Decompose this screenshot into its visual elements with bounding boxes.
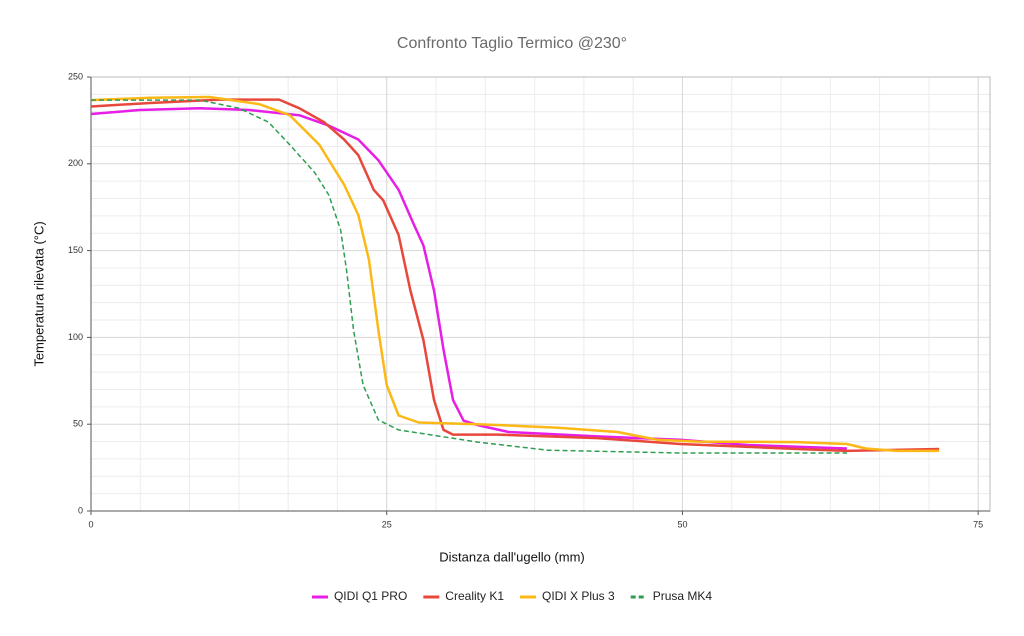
x-tick-label: 0 [88,519,93,529]
chart-title: Confronto Taglio Termico @230° [397,35,627,52]
series-line [90,95,940,453]
y-tick-label: 100 [68,332,83,342]
y-tick-label: 250 [68,71,83,81]
y-tick-label: 200 [68,158,83,168]
legend-label: QIDI X Plus 3 [542,589,615,603]
x-tick-label: 50 [677,519,687,529]
y-tick-label: 50 [73,419,83,429]
series-line [91,99,847,454]
y-tick-label: 150 [68,245,83,255]
series-line [90,98,940,453]
series-line [90,106,847,450]
x-tick-label: 75 [973,519,983,529]
x-axis-title: Distanza dall'ugello (mm) [439,549,585,564]
y-tick-label: 0 [78,505,83,515]
legend-label: Creality K1 [445,589,504,603]
y-axis-title: Temperatura rilevata (°C) [31,221,46,366]
legend: QIDI Q1 PRO Creality K1 QIDI X Plus 3 Prusa… [311,589,713,603]
legend-label: Prusa MK4 [653,589,713,603]
x-tick-label: 25 [382,519,392,529]
legend-label: QIDI Q1 PRO [334,589,407,603]
